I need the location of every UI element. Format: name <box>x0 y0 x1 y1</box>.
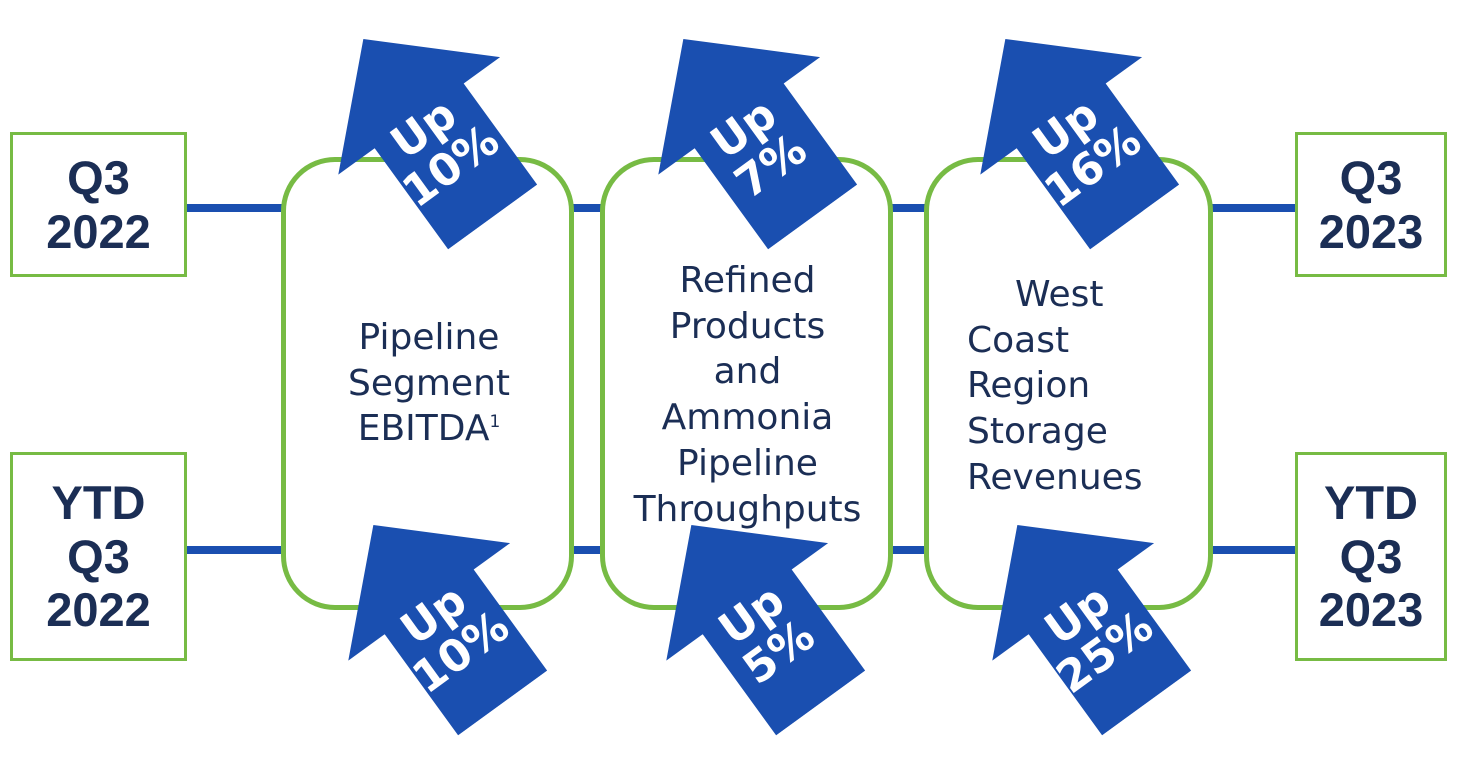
end-q3-line-1: Q3 <box>1339 150 1403 204</box>
q3-throughputs-arrow-icon: Up 7% <box>602 0 893 276</box>
label-line: Pipeline <box>358 317 500 358</box>
metric-label-pipeline-ebitda: Pipeline Segment EBITDA1 <box>300 315 558 452</box>
label-line: Coast <box>967 319 1070 361</box>
start-q3-box: Q3 2022 <box>10 132 187 277</box>
ytd-pipeline-ebitda-arrow-icon: Up 10% <box>292 466 583 762</box>
start-q3-line-1: Q3 <box>67 150 130 204</box>
label-line: Products <box>669 305 826 347</box>
label-line: Region <box>967 365 1091 407</box>
q3-pipeline-ebitda-arrow-icon: Up 10% <box>282 0 573 276</box>
ytd-throughputs-arrow-icon: Up 5% <box>610 466 901 762</box>
start-ytd-box: YTD Q3 2022 <box>10 452 187 661</box>
end-ytd-box: YTD Q3 2023 <box>1295 452 1447 661</box>
end-ytd-line-2: Q3 <box>1339 529 1403 583</box>
end-q3-box: Q3 2023 <box>1295 132 1447 277</box>
ytd-storage-revenues-arrow-icon: Up 25% <box>936 466 1227 762</box>
start-ytd-line-3: 2022 <box>46 583 151 637</box>
metric-label-storage-revenues: West Coast Region Storage Revenues <box>955 272 1185 501</box>
label-line: Refined <box>679 260 816 301</box>
label-line: Throughputs <box>633 488 862 530</box>
label-line: Revenues <box>967 456 1143 498</box>
footnote-marker: 1 <box>489 412 501 433</box>
q3-storage-revenues-arrow-icon: Up 16% <box>924 0 1215 276</box>
start-q3-line-2: 2022 <box>46 204 151 258</box>
label-line: Ammonia <box>661 397 834 439</box>
end-ytd-line-1: YTD <box>1324 476 1418 530</box>
end-q3-line-2: 2023 <box>1318 204 1424 258</box>
label-line: EBITDA1 <box>357 408 501 450</box>
start-ytd-line-2: Q3 <box>67 529 130 583</box>
end-ytd-line-3: 2023 <box>1318 583 1424 637</box>
label-line: West <box>1015 274 1104 315</box>
label-line: and <box>713 351 782 393</box>
start-ytd-line-1: YTD <box>51 476 146 530</box>
label-line: Pipeline <box>677 442 818 484</box>
label-line: Storage <box>967 411 1108 453</box>
label-line: Segment <box>348 362 510 404</box>
metric-label-throughputs: Refined Products and Ammonia Pipeline Th… <box>615 258 880 532</box>
